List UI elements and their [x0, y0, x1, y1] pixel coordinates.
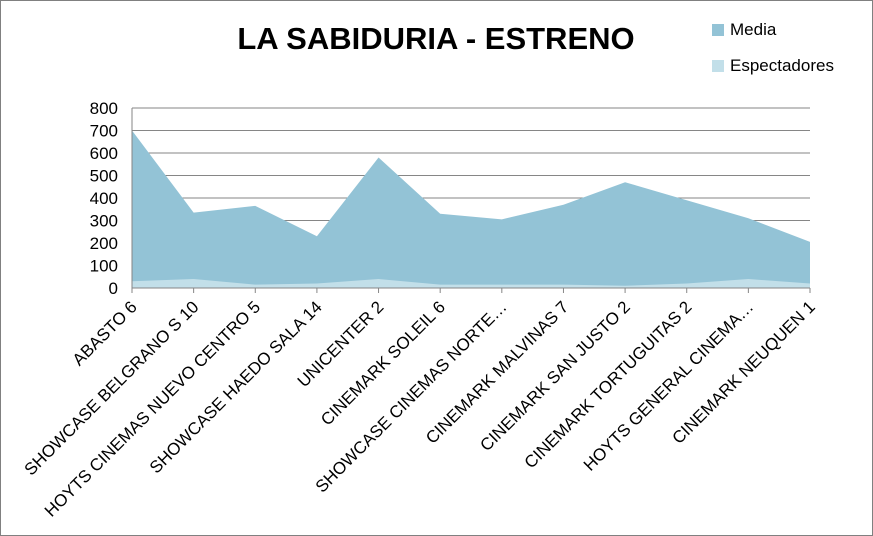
area-series-1 — [132, 279, 810, 288]
legend-swatch-media — [712, 24, 724, 36]
data-point — [254, 205, 256, 207]
data-point — [192, 278, 194, 280]
y-tick-label: 200 — [90, 234, 118, 253]
y-tick-label: 100 — [90, 257, 118, 276]
legend-item-media: Media — [712, 20, 776, 40]
data-point — [501, 218, 503, 220]
legend-item-espectadores: Espectadores — [712, 56, 834, 76]
y-tick-label: 800 — [90, 99, 118, 118]
data-point — [809, 241, 811, 243]
data-point — [562, 283, 564, 285]
data-point — [254, 283, 256, 285]
data-point — [439, 213, 441, 215]
x-tick-label: HOYTS CINEMAS NUEVO CENTRO 5 — [41, 297, 264, 520]
legend-label-media: Media — [730, 20, 777, 39]
data-point — [562, 204, 564, 206]
y-tick-label: 600 — [90, 144, 118, 163]
data-point — [686, 282, 688, 284]
chart-title: LA SABIDURIA - ESTRENO — [237, 21, 635, 56]
y-tick-label: 300 — [90, 212, 118, 231]
data-point — [192, 211, 194, 213]
data-point — [686, 199, 688, 201]
area-series-0 — [132, 130, 810, 288]
data-point — [377, 278, 379, 280]
y-tick-label: 700 — [90, 122, 118, 141]
data-point — [747, 278, 749, 280]
data-point — [624, 181, 626, 183]
legend-swatch-espectadores — [712, 60, 724, 72]
data-point — [624, 285, 626, 287]
data-point — [501, 283, 503, 285]
y-tick-label: 0 — [109, 279, 118, 298]
data-point — [316, 235, 318, 237]
data-point — [377, 156, 379, 158]
y-tick-label: 500 — [90, 167, 118, 186]
legend-label-espectadores: Espectadores — [730, 56, 834, 75]
y-tick-label: 400 — [90, 189, 118, 208]
data-point — [747, 217, 749, 219]
x-tick-label: CINEMARK SOLEIL 6 — [317, 297, 449, 429]
data-point — [809, 282, 811, 284]
data-point — [316, 282, 318, 284]
data-point — [439, 283, 441, 285]
